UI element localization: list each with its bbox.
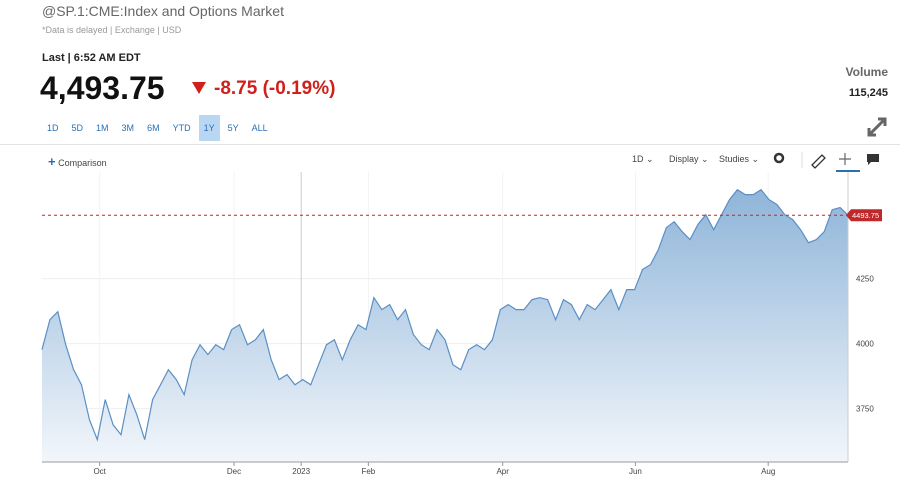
display[interactable]: Display ⌄ — [669, 154, 709, 164]
last-price-tag — [846, 209, 882, 222]
range-button[interactable]: ALL — [251, 123, 268, 133]
range-button[interactable]: YTD — [172, 123, 191, 133]
range-button[interactable]: 5Y — [227, 123, 239, 133]
range-button[interactable]: 1Y — [198, 115, 220, 141]
x-tick-label: 2023 — [292, 467, 310, 476]
data-note: *Data is delayed | Exchange | USD — [42, 25, 182, 35]
divider — [0, 144, 900, 145]
symbol: @SP.1:CME:Index and Options Market — [42, 3, 284, 19]
last-time: Last | 6:52 AM EDT — [42, 52, 141, 64]
last-price-label: 4493.75 — [852, 211, 879, 220]
tool-icons — [773, 152, 879, 172]
price: 4,493.75 — [40, 70, 165, 106]
y-tick-label: 4000 — [856, 340, 874, 349]
volume-label: Volume — [845, 65, 888, 79]
x-tick-label: Feb — [361, 467, 375, 476]
x-tick-label: Dec — [227, 467, 241, 476]
range-bar: 1D 5D 1M 3M 6M YTD 1Y 5Y ALL — [42, 115, 276, 141]
range-button[interactable]: 5D — [71, 123, 84, 133]
display-label: Display — [669, 154, 699, 164]
range-button[interactable]: 6M — [147, 123, 160, 133]
comparison-label: Comparison — [58, 158, 107, 168]
y-tick-label: 3750 — [856, 405, 874, 414]
settings-icon[interactable] — [773, 152, 785, 164]
y-tick-label: 4250 — [856, 275, 874, 284]
draw-icon[interactable] — [811, 154, 826, 169]
change: -8.75 (-0.19%) — [214, 78, 336, 99]
comparison[interactable]: + Comparison — [48, 154, 107, 169]
range-button[interactable]: 1D — [47, 123, 59, 133]
area — [42, 189, 848, 462]
crosshair-icon[interactable] — [839, 153, 851, 165]
interval[interactable]: 1D ⌄ — [632, 154, 654, 164]
expand-icon[interactable] — [866, 116, 888, 138]
x-tick-label: Oct — [93, 467, 106, 476]
range-button[interactable]: 3M — [121, 123, 135, 133]
volume-value: 115,245 — [848, 87, 888, 99]
comment-icon[interactable] — [867, 154, 879, 165]
down-arrow — [192, 82, 206, 94]
interval-label: 1D — [632, 154, 644, 164]
studies-label: Studies — [719, 154, 750, 164]
range-button[interactable]: 1M — [96, 123, 109, 133]
x-tick-label: Apr — [496, 467, 509, 476]
x-tick-label: Jun — [629, 467, 642, 476]
studies[interactable]: Studies ⌄ — [719, 154, 760, 164]
line — [41, 188, 849, 442]
x-tick-label: Aug — [761, 467, 775, 476]
